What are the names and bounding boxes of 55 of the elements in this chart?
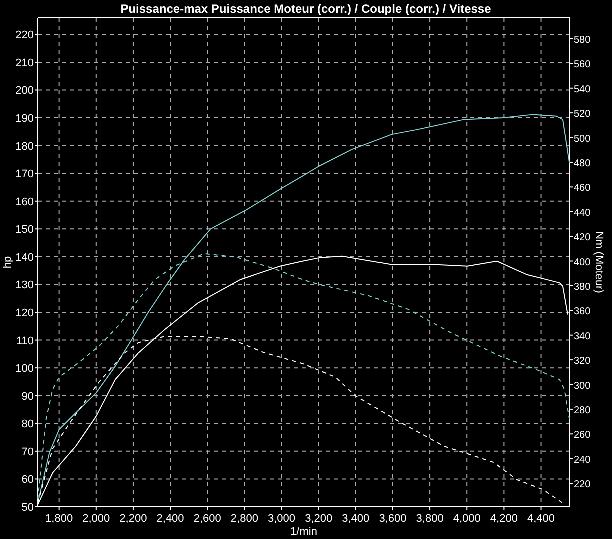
x-tick-label: 3,800: [416, 513, 444, 525]
y-tick-label: 220: [16, 30, 34, 42]
y2-tick-label: 440: [574, 208, 592, 219]
x-tick-label: 4,400: [528, 513, 556, 525]
x-tick-label: 1,800: [46, 513, 74, 525]
y2-tick-label: 500: [574, 134, 592, 145]
y2-axis-title: Nm (Moteur): [593, 232, 605, 294]
y2-tick-label: 360: [574, 306, 592, 318]
x-tick-label: 3,600: [379, 513, 407, 525]
x-tick-label: 2,800: [230, 513, 258, 525]
x-axis-title: 1/min: [290, 526, 318, 538]
y2-tick-label: 460: [574, 183, 592, 194]
y2-tick-label: 240: [574, 454, 592, 466]
y2-tick-label: 420: [574, 232, 592, 244]
y2-tick-label: 400: [574, 257, 592, 268]
y2-tick-label: 260: [574, 430, 592, 442]
y-tick-label: 120: [16, 308, 34, 320]
x-tick-label: 2,600: [194, 513, 222, 525]
y2-tick-label: 560: [574, 60, 592, 71]
y2-tick-label: 480: [574, 158, 592, 170]
y-tick-label: 70: [22, 446, 34, 458]
y-axis-title: hp: [2, 256, 14, 269]
y2-tick-label: 300: [574, 380, 592, 392]
y2-tick-label: 320: [574, 356, 592, 368]
y-tick-label: 200: [16, 85, 34, 98]
y-tick-label: 140: [16, 252, 34, 264]
x-tick-label: 2,000: [82, 513, 110, 525]
y2-tick-label: 520: [574, 109, 592, 120]
y-tick-label: 80: [22, 418, 34, 431]
y2-tick-label: 220: [574, 480, 592, 491]
x-tick-label: 3,400: [342, 513, 370, 525]
y-tick-label: 90: [22, 390, 34, 403]
x-tick-label: 2,200: [120, 513, 148, 525]
x-tick-label: 3,200: [305, 513, 333, 525]
y-tick-label: 60: [22, 474, 34, 486]
x-tick-label: 2,400: [156, 513, 184, 525]
y-tick-label: 190: [16, 113, 34, 126]
y-tick-label: 180: [16, 140, 34, 153]
chart-title: Puissance-max Puissance Moteur (corr.) / Couple (corr.) / Vitesse: [120, 2, 492, 16]
y-tick-label: 160: [16, 196, 34, 208]
y-tick-label: 150: [16, 224, 34, 236]
x-tick-label: 4,200: [490, 513, 518, 525]
x-tick-label: 4,000: [453, 513, 481, 525]
y2-tick-label: 540: [574, 84, 592, 96]
y2-tick-label: 340: [574, 331, 592, 342]
y2-tick-label: 380: [574, 282, 592, 293]
y-tick-label: 170: [16, 168, 34, 181]
y-tick-label: 100: [16, 363, 34, 376]
y-tick-label: 50: [22, 502, 34, 514]
y-tick-label: 210: [16, 57, 34, 70]
x-tick-label: 3,000: [268, 513, 296, 525]
y2-tick-label: 280: [574, 405, 592, 416]
y-tick-label: 130: [16, 280, 34, 292]
y-tick-label: 110: [16, 335, 34, 348]
y2-tick-label: 580: [574, 34, 592, 46]
